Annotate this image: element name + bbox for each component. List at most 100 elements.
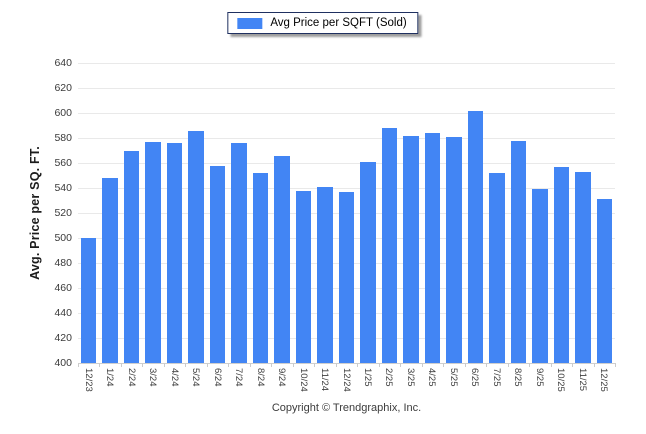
x-tick-label: 5/24	[190, 368, 202, 387]
y-tick-label: 420	[54, 331, 72, 344]
bar	[274, 155, 290, 363]
bar	[467, 110, 484, 363]
y-tick-label: 540	[54, 181, 72, 194]
y-tick-label: 580	[54, 131, 72, 144]
x-axis-tick	[486, 363, 488, 367]
x-tick-label: 11/25	[576, 368, 588, 392]
x-axis-tick	[206, 363, 208, 367]
x-axis-tick	[335, 363, 337, 367]
x-axis-tick	[249, 363, 251, 367]
gridline	[78, 88, 615, 89]
bar	[575, 171, 591, 363]
x-axis-tick	[421, 363, 423, 367]
bar	[209, 165, 226, 363]
bar	[231, 143, 247, 363]
gridline	[78, 113, 615, 114]
x-tick-label: 12/25	[598, 368, 610, 392]
x-tick-label: 4/25	[426, 368, 438, 387]
x-tick-label: 6/25	[469, 368, 481, 387]
y-tick-label: 400	[54, 356, 72, 369]
x-axis-tick	[120, 363, 122, 367]
x-axis-tick	[400, 363, 402, 367]
x-tick-label: 7/25	[490, 368, 502, 387]
x-axis-tick	[529, 363, 531, 367]
bar	[553, 166, 570, 363]
gridline	[78, 63, 615, 64]
legend-label: Avg Price per SQFT (Sold)	[270, 17, 407, 29]
bar	[510, 140, 527, 363]
bar	[424, 133, 441, 363]
bar	[338, 191, 355, 363]
gridline	[78, 163, 615, 164]
x-tick-label: 9/25	[533, 368, 545, 387]
x-axis-tick	[185, 363, 187, 367]
x-axis-tick	[507, 363, 509, 367]
y-tick-label: 460	[54, 281, 72, 294]
x-axis-tick	[593, 363, 595, 367]
x-axis-tick	[572, 363, 574, 367]
legend-swatch	[237, 17, 263, 29]
y-tick-label: 640	[54, 56, 72, 69]
x-axis-tick	[271, 363, 273, 367]
x-axis-tick	[292, 363, 294, 367]
bar	[317, 186, 333, 363]
x-tick-label: 7/24	[233, 368, 245, 387]
x-axis-tick	[314, 363, 316, 367]
x-tick-label: 1/25	[361, 368, 373, 387]
bar	[166, 143, 183, 363]
x-axis-tick	[163, 363, 165, 367]
x-axis-tick	[78, 363, 79, 367]
gridline	[78, 188, 615, 189]
bar	[360, 161, 376, 363]
x-tick-label: 3/24	[147, 368, 159, 387]
x-axis-tick	[142, 363, 144, 367]
x-tick-label: 3/25	[404, 368, 416, 387]
y-tick-label: 440	[54, 306, 72, 319]
bar	[123, 150, 140, 363]
x-tick-label: 2/25	[383, 368, 395, 387]
y-tick-label: 500	[54, 231, 72, 244]
bar	[403, 135, 419, 363]
bar	[145, 141, 161, 363]
bar	[295, 190, 312, 363]
x-axis-tick	[228, 363, 230, 367]
x-tick-label: 8/24	[254, 368, 266, 387]
x-axis-tick	[378, 363, 380, 367]
x-tick-label: 4/24	[168, 368, 180, 387]
y-tick-label: 480	[54, 256, 72, 269]
x-axis-tick	[550, 363, 552, 367]
y-tick-label: 620	[54, 81, 72, 94]
x-tick-label: 5/25	[447, 368, 459, 387]
y-tick-label: 520	[54, 206, 72, 219]
chart-legend: Avg Price per SQFT (Sold)	[227, 12, 419, 34]
copyright-text: Copyright © Trendgraphix, Inc.	[271, 402, 422, 414]
bar	[596, 199, 612, 363]
x-axis-tick	[357, 363, 359, 367]
x-tick-label: 12/24	[340, 368, 352, 392]
bar	[252, 173, 269, 363]
x-axis-tick	[464, 363, 466, 367]
y-tick-label: 600	[54, 106, 72, 119]
x-tick-label: 11/24	[319, 368, 331, 392]
x-tick-label: 6/24	[211, 368, 223, 387]
x-tick-label: 2/24	[125, 368, 137, 387]
x-axis-tick	[443, 363, 445, 367]
bar	[446, 136, 462, 363]
bar	[489, 173, 505, 363]
x-axis-tick	[615, 363, 616, 367]
gridline	[78, 138, 615, 139]
y-tick-label: 560	[54, 156, 72, 169]
x-tick-label: 10/24	[297, 368, 309, 392]
x-tick-label: 12/23	[82, 368, 94, 392]
x-tick-label: 8/25	[512, 368, 524, 387]
x-axis-tick	[99, 363, 101, 367]
bar	[80, 238, 97, 363]
x-tick-label: 9/24	[276, 368, 288, 387]
bar	[381, 128, 398, 363]
bar	[532, 189, 548, 363]
x-tick-label: 10/25	[555, 368, 567, 392]
bar	[188, 130, 204, 363]
x-tick-label: 1/24	[104, 368, 116, 387]
bar	[102, 178, 118, 363]
